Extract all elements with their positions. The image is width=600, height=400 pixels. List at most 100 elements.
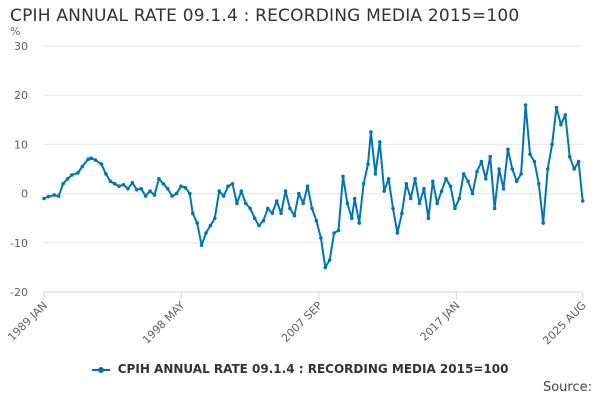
data-point[interactable] (352, 196, 357, 201)
data-point[interactable] (288, 206, 292, 211)
data-point[interactable] (417, 201, 422, 206)
data-point[interactable] (532, 159, 537, 164)
data-point[interactable] (497, 167, 501, 171)
data-point[interactable] (195, 221, 199, 225)
data-point[interactable] (93, 158, 98, 162)
data-point[interactable] (395, 231, 400, 235)
data-point[interactable] (261, 218, 266, 223)
data-point[interactable] (157, 177, 161, 181)
data-point[interactable] (366, 162, 370, 166)
data-point[interactable] (523, 103, 528, 107)
data-point[interactable] (305, 184, 310, 188)
data-point[interactable] (204, 231, 208, 235)
data-point[interactable] (52, 193, 57, 197)
data-point[interactable] (165, 186, 170, 191)
data-point[interactable] (297, 191, 301, 196)
data-point[interactable] (89, 156, 93, 160)
data-point[interactable] (323, 265, 328, 270)
legend[interactable]: CPIH ANNUAL RATE 09.1.4 : RECORDING MEDI… (0, 362, 600, 376)
data-point[interactable] (70, 173, 74, 177)
data-point[interactable] (314, 218, 319, 223)
data-point[interactable] (244, 201, 248, 206)
data-point[interactable] (179, 184, 183, 188)
data-point[interactable] (475, 169, 479, 174)
data-point[interactable] (554, 105, 559, 110)
data-point[interactable] (310, 206, 314, 211)
data-point[interactable] (319, 236, 323, 240)
data-point[interactable] (528, 152, 532, 156)
data-point[interactable] (332, 231, 336, 235)
data-point[interactable] (492, 206, 497, 211)
data-point[interactable] (479, 159, 484, 164)
data-point[interactable] (99, 162, 104, 166)
data-point[interactable] (373, 172, 378, 176)
data-point[interactable] (266, 206, 270, 211)
data-point[interactable] (341, 174, 345, 179)
data-point[interactable] (453, 206, 457, 211)
data-point[interactable] (448, 184, 453, 188)
data-point[interactable] (378, 140, 382, 144)
data-point[interactable] (279, 211, 283, 216)
data-point[interactable] (270, 211, 275, 216)
data-point[interactable] (235, 201, 239, 206)
data-point[interactable] (143, 194, 148, 198)
data-point[interactable] (239, 189, 244, 193)
data-point[interactable] (550, 142, 554, 147)
data-point[interactable] (65, 177, 70, 181)
data-point[interactable] (382, 189, 387, 193)
data-point[interactable] (435, 201, 440, 206)
data-point[interactable] (217, 189, 221, 193)
data-point[interactable] (104, 172, 108, 176)
data-point[interactable] (422, 186, 426, 191)
data-point[interactable] (408, 196, 413, 201)
data-point[interactable] (572, 167, 576, 171)
data-point[interactable] (461, 172, 466, 176)
data-point[interactable] (230, 182, 235, 186)
data-point[interactable] (369, 130, 373, 134)
data-point[interactable] (188, 191, 192, 196)
data-point[interactable] (257, 223, 261, 228)
data-point[interactable] (139, 186, 143, 191)
data-point[interactable] (174, 191, 179, 196)
data-point[interactable] (510, 167, 515, 171)
data-point[interactable] (121, 182, 126, 187)
data-point[interactable] (170, 194, 174, 198)
data-point[interactable] (336, 228, 341, 233)
data-point[interactable] (327, 258, 332, 262)
data-point[interactable] (404, 182, 409, 186)
data-point[interactable] (559, 122, 563, 127)
data-point[interactable] (501, 186, 506, 191)
data-point[interactable] (126, 186, 130, 191)
data-point[interactable] (488, 154, 493, 159)
data-point[interactable] (199, 243, 204, 248)
data-point[interactable] (576, 159, 581, 164)
data-point[interactable] (148, 189, 152, 193)
data-point[interactable] (252, 216, 257, 220)
data-point[interactable] (400, 211, 404, 216)
data-point[interactable] (152, 193, 157, 197)
data-point[interactable] (563, 113, 568, 117)
data-point[interactable] (190, 211, 195, 216)
data-point[interactable] (580, 199, 585, 203)
data-point[interactable] (484, 177, 488, 181)
data-point[interactable] (444, 177, 448, 181)
data-point[interactable] (345, 201, 350, 206)
data-point[interactable] (112, 182, 117, 186)
data-point[interactable] (439, 189, 444, 193)
data-point[interactable] (301, 201, 306, 206)
data-point[interactable] (46, 194, 51, 199)
data-point[interactable] (541, 221, 545, 225)
data-point[interactable] (466, 179, 470, 184)
data-point[interactable] (567, 154, 572, 159)
data-point[interactable] (221, 194, 226, 198)
data-point[interactable] (213, 216, 217, 220)
data-point[interactable] (61, 182, 65, 186)
data-point[interactable] (274, 199, 279, 203)
data-point[interactable] (76, 171, 80, 175)
data-point[interactable] (80, 164, 85, 169)
data-point[interactable] (391, 206, 395, 211)
data-point[interactable] (350, 216, 354, 220)
data-point[interactable] (56, 194, 61, 198)
data-point[interactable] (226, 184, 230, 188)
data-point[interactable] (135, 187, 139, 192)
